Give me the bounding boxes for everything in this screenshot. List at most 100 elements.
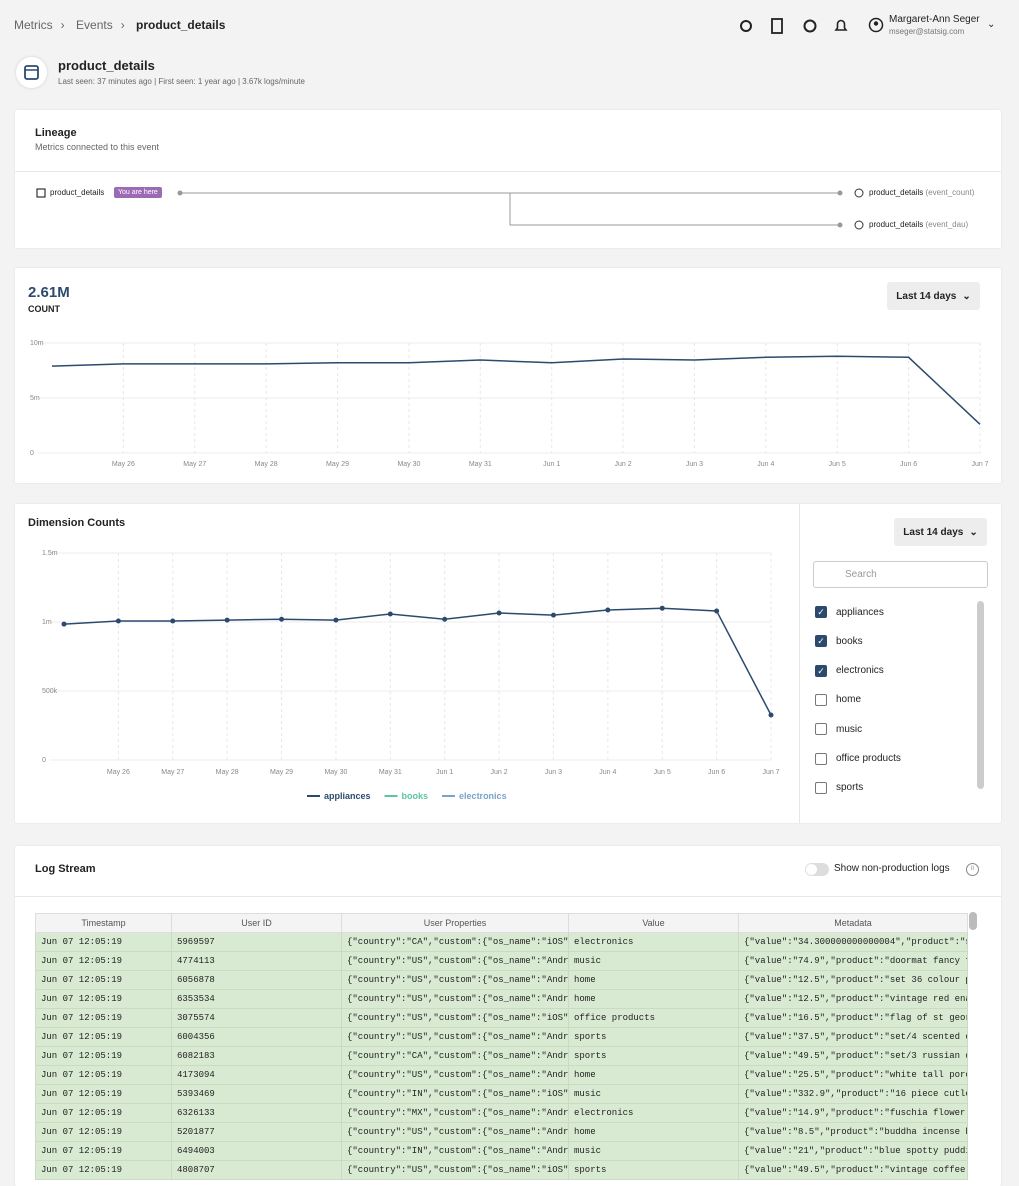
log-row[interactable]: Jun 07 12:05:19 5201877 {"country":"US","c… — [35, 1122, 968, 1142]
x-tick-label: Jun 5 — [654, 769, 671, 776]
crumb[interactable]: Events — [76, 18, 113, 32]
log-row[interactable]: Jun 07 12:05:19 5969597 {"country":"CA","c… — [35, 932, 968, 952]
cell: Jun 07 12:05:19 — [35, 1122, 172, 1142]
cell: 6056878 — [171, 970, 342, 990]
cell: {"country":"US","custom":{"os_name":"And… — [341, 1027, 569, 1047]
divider — [799, 504, 800, 823]
log-row[interactable]: Jun 07 12:05:19 5393469 {"country":"IN","c… — [35, 1084, 968, 1104]
target-name: product_details — [869, 220, 924, 229]
count-label: COUNT — [28, 304, 60, 314]
toolbar-icons[interactable] — [738, 17, 858, 35]
checkbox-checked[interactable]: ✓ — [815, 635, 827, 648]
legend-label[interactable]: books — [402, 791, 429, 801]
cell: {"country":"CA","custom":{"os_name":"And… — [341, 1046, 569, 1066]
range-button[interactable]: Last 14 days ⌄ — [894, 518, 987, 546]
checkbox[interactable] — [815, 781, 827, 794]
user-name[interactable]: Margaret-Ann Seger — [889, 14, 980, 25]
series-line — [63, 607, 772, 716]
x-tick-label: May 28 — [255, 461, 278, 468]
search-input[interactable]: Search — [813, 561, 988, 588]
x-tick-label: May 30 — [397, 461, 420, 468]
column-header: Timestamp — [35, 913, 172, 933]
lineage-graph — [36, 188, 864, 230]
toggle[interactable] — [805, 863, 829, 876]
x-tick-label: Jun 7 — [971, 461, 988, 468]
filter-label: books — [836, 635, 863, 647]
filter-label: home — [836, 694, 862, 706]
lineage-target[interactable]: product_details (event_dau) — [869, 220, 968, 229]
log-row[interactable]: Jun 07 12:05:19 6056878 {"country":"US","c… — [35, 970, 968, 990]
crumb[interactable]: Metrics — [14, 18, 53, 32]
pause-button[interactable]: ll — [966, 863, 979, 876]
cell: Jun 07 12:05:19 — [35, 1103, 172, 1123]
lineage-title: Lineage — [35, 127, 77, 139]
log-row[interactable]: Jun 07 12:05:19 6353534 {"country":"US","c… — [35, 989, 968, 1009]
filter-item[interactable]: ✓ books — [815, 635, 863, 648]
log-row[interactable]: Jun 07 12:05:19 4808707 {"country":"US","c… — [35, 1160, 968, 1180]
filter-item[interactable]: home — [815, 693, 862, 706]
cell: 5201877 — [171, 1122, 342, 1142]
cell: 6004356 — [171, 1027, 342, 1047]
filter-item[interactable]: music — [815, 723, 862, 736]
count-card: 2.61M COUNT Last 14 days ⌄ — [15, 268, 1001, 483]
cell: {"value":"12.5","product":"set 36 colour… — [738, 970, 968, 990]
y-tick-label: 1.5m — [42, 550, 58, 557]
user-menu-caret[interactable]: ⌄ — [987, 19, 996, 30]
cell: home — [568, 989, 739, 1009]
cell: {"country":"IN","custom":{"os_name":"iOS… — [341, 1084, 569, 1104]
x-tick-label: May 27 — [183, 461, 206, 468]
point — [224, 617, 230, 623]
x-tick-label: May 31 — [469, 461, 492, 468]
checkbox[interactable] — [815, 752, 827, 765]
event-icon — [16, 57, 47, 88]
log-row[interactable]: Jun 07 12:05:19 6082183 {"country":"CA","c… — [35, 1046, 968, 1066]
filter-item[interactable]: sports — [815, 781, 863, 794]
dimension-chart: 0 500k 1m 1.5m May 26 May 27 May 28 May 29 May 3… — [42, 550, 780, 801]
cell: 4808707 — [171, 1160, 342, 1180]
dimension-title: Dimension Counts — [28, 517, 126, 529]
cell: 4774113 — [171, 951, 342, 971]
x-tick-label: Jun 1 — [543, 461, 560, 468]
cell: {"country":"US","custom":{"os_name":"And… — [341, 951, 569, 971]
legend-label[interactable]: appliances — [324, 791, 371, 801]
cell: Jun 07 12:05:19 — [35, 1160, 172, 1180]
checkbox-checked[interactable]: ✓ — [815, 664, 827, 677]
filter-item[interactable]: ✓ electronics — [815, 664, 884, 677]
log-row[interactable]: Jun 07 12:05:19 6326133 {"country":"MX","c… — [35, 1103, 968, 1123]
cell: music — [568, 951, 739, 971]
cell: 3075574 — [171, 1008, 342, 1028]
filter-item[interactable]: ✓ appliances — [815, 606, 884, 618]
search-placeholder: Search — [845, 569, 877, 580]
log-row[interactable]: Jun 07 12:05:19 4774113 {"country":"US","c… — [35, 951, 968, 971]
filter-item[interactable]: office products — [815, 752, 901, 765]
cell: {"value":"332.9","product":"16 piece cut… — [738, 1084, 968, 1104]
x-tick-label: May 30 — [324, 769, 347, 776]
cell: home — [568, 970, 739, 990]
legend-label[interactable]: electronics — [459, 791, 507, 801]
log-row[interactable]: Jun 07 12:05:19 4173094 {"country":"US","c… — [35, 1065, 968, 1085]
cell: {"value":"12.5","product":"vintage red e… — [738, 989, 968, 1009]
x-tick-label: May 29 — [326, 461, 349, 468]
cell: {"country":"US","custom":{"os_name":"And… — [341, 970, 569, 990]
y-tick-label: 0 — [42, 757, 46, 764]
cell: {"country":"US","custom":{"os_name":"And… — [341, 989, 569, 1009]
lineage-target[interactable]: product_details (event_count) — [869, 188, 974, 197]
cell: music — [568, 1084, 739, 1104]
log-row[interactable]: Jun 07 12:05:19 6004356 {"country":"US","c… — [35, 1027, 968, 1047]
x-tick-label: Jun 6 — [708, 769, 725, 776]
checkbox-checked[interactable]: ✓ — [815, 606, 827, 618]
scrollbar[interactable] — [977, 601, 984, 789]
point — [115, 618, 121, 624]
series-line — [51, 355, 981, 425]
range-button[interactable]: Last 14 days ⌄ — [887, 282, 980, 310]
checkbox[interactable] — [815, 693, 827, 706]
avatar[interactable] — [868, 17, 884, 33]
y-tick-label: 10m — [30, 340, 44, 347]
checkbox[interactable] — [815, 723, 827, 736]
divider — [15, 896, 1001, 897]
cell: sports — [568, 1160, 739, 1180]
log-row[interactable]: Jun 07 12:05:19 6494003 {"country":"IN","c… — [35, 1141, 968, 1161]
lineage-source[interactable]: product_details — [50, 188, 105, 197]
log-row[interactable]: Jun 07 12:05:19 3075574 {"country":"US","c… — [35, 1008, 968, 1028]
scrollbar[interactable] — [969, 912, 977, 930]
